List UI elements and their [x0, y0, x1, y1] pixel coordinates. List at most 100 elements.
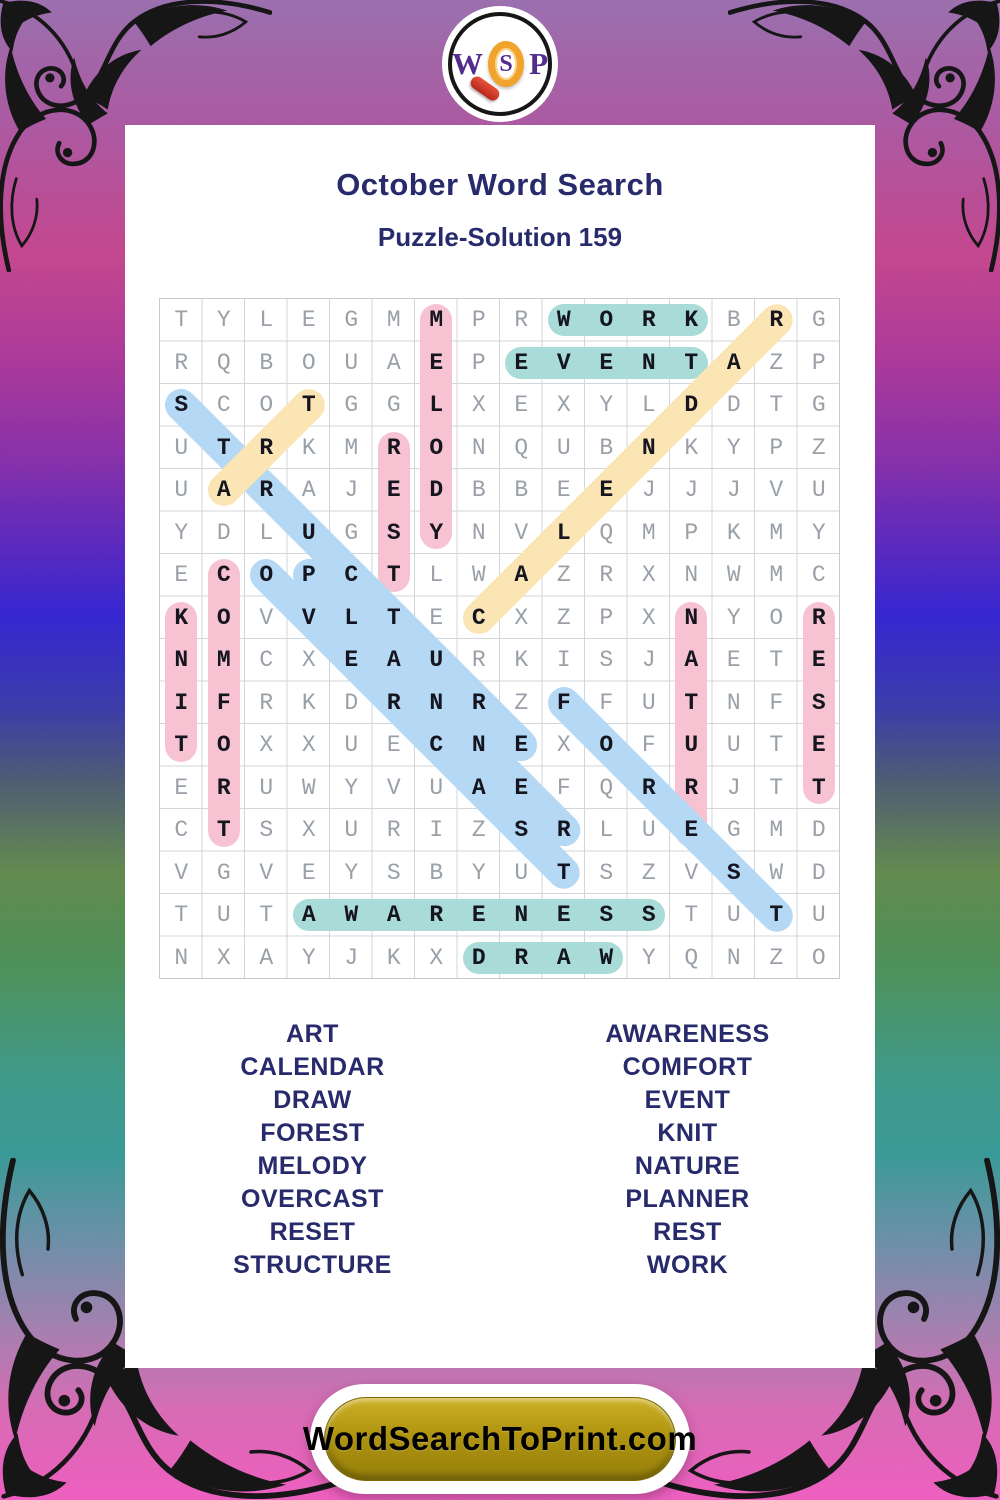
- grid-cell: C: [344, 562, 359, 588]
- grid-cell: X: [471, 392, 486, 418]
- grid-cell: U: [556, 434, 571, 461]
- grid-cell: D: [811, 817, 826, 843]
- grid-cell: E: [174, 562, 189, 588]
- grid-cell: V: [301, 604, 316, 631]
- grid-cell: E: [556, 477, 571, 503]
- grid-cell: G: [344, 307, 359, 333]
- grid-cell: P: [599, 604, 614, 631]
- grid-cell: I: [556, 647, 571, 673]
- grid-cell: Y: [174, 519, 189, 546]
- word-list-item: KNIT: [657, 1119, 718, 1147]
- grid-cell: A: [386, 349, 401, 376]
- grid-cell: N: [684, 604, 699, 631]
- grid-cell: K: [726, 519, 741, 546]
- grid-cell: Y: [216, 307, 231, 333]
- magnifier-icon: S: [468, 41, 525, 104]
- grid-cell: W: [726, 562, 741, 588]
- highlight-pill-knit: [165, 601, 198, 762]
- grid-cell: T: [301, 392, 316, 418]
- grid-cell: O: [769, 604, 784, 631]
- word-list-item: REST: [653, 1218, 722, 1246]
- grid-cell: B: [726, 307, 741, 333]
- grid-cell: A: [471, 774, 486, 801]
- grid-cell: Y: [429, 519, 444, 546]
- wsp-logo: W S P: [442, 6, 558, 122]
- word-list-item: ART: [286, 1020, 339, 1048]
- word-list-column-left: ART CALENDAR DRAW FOREST MELODY OVERCAST RESET…: [125, 1018, 500, 1282]
- grid-cell: X: [514, 604, 529, 631]
- grid-cell: Z: [769, 944, 784, 971]
- grid-cell: M: [769, 562, 784, 588]
- grid-cell: U: [641, 817, 656, 843]
- grid-cell: P: [769, 434, 784, 461]
- word-list-item: MELODY: [257, 1152, 368, 1180]
- grid-cell: U: [811, 477, 826, 503]
- grid-cell: C: [471, 604, 486, 631]
- grid-cell: W: [471, 562, 486, 588]
- site-link-label: WordSearchToPrint.com: [302, 1420, 698, 1457]
- grid-cell: J: [344, 477, 359, 503]
- grid-cell: X: [301, 647, 316, 673]
- grid-cell: V: [556, 349, 571, 376]
- grid-cell: L: [344, 604, 359, 631]
- grid-cell: W: [599, 944, 614, 971]
- grid-cell: U: [301, 519, 316, 546]
- grid-cell: B: [471, 477, 486, 503]
- grid-cell: V: [386, 774, 401, 801]
- grid-cell: R: [429, 902, 444, 928]
- site-link-button[interactable]: WordSearchToPrint.com: [303, 1397, 697, 1481]
- grid-cell: G: [811, 392, 826, 418]
- grid-cell: V: [769, 477, 784, 503]
- grid-cell: N: [641, 434, 656, 461]
- grid-cell: Y: [641, 944, 656, 971]
- grid-cell: D: [726, 392, 741, 418]
- grid-cell: A: [514, 562, 529, 588]
- grid-cell: S: [726, 859, 741, 886]
- page-subtitle: Puzzle-Solution 159: [377, 222, 623, 252]
- grid-cell: A: [684, 647, 699, 673]
- grid-cell: L: [556, 519, 571, 546]
- grid-cell: K: [301, 689, 316, 716]
- grid-cell: W: [769, 859, 784, 886]
- page-title: October Word Search: [336, 167, 664, 202]
- grid-cell: P: [684, 519, 699, 546]
- grid-cell: S: [599, 647, 614, 673]
- grid-cell: Q: [599, 774, 614, 801]
- grid-cell: S: [386, 519, 401, 546]
- grid-cell: T: [386, 604, 401, 631]
- grid-cell: C: [811, 562, 826, 588]
- grid-cell: M: [216, 647, 231, 673]
- grid-cell: E: [514, 392, 529, 418]
- grid-cell: V: [514, 519, 529, 546]
- grid-cell: S: [641, 902, 656, 928]
- grid-cell: E: [429, 604, 444, 631]
- grid-cell: A: [386, 902, 401, 928]
- grid-cell: Y: [726, 604, 741, 631]
- grid-cell: T: [769, 392, 784, 418]
- grid-cell: S: [386, 859, 401, 886]
- grid-cell: R: [386, 434, 401, 461]
- grid-cell: S: [599, 902, 614, 928]
- word-list-item: OVERCAST: [241, 1185, 384, 1213]
- site-link-button-glow: WordSearchToPrint.com: [303, 1384, 697, 1494]
- grid-cell: G: [726, 817, 741, 843]
- grid-cell: O: [259, 562, 274, 588]
- grid-cell: L: [259, 519, 274, 546]
- grid-cell: P: [471, 349, 486, 376]
- grid-cell: U: [344, 732, 359, 758]
- word-list-item: RESET: [269, 1218, 356, 1246]
- grid-cell: U: [429, 647, 444, 673]
- grid-cell: X: [641, 562, 656, 588]
- word-list-item: COMFORT: [622, 1053, 753, 1081]
- grid-cell: T: [769, 732, 784, 758]
- grid-cell: X: [429, 944, 444, 971]
- grid-cell: K: [174, 604, 189, 631]
- grid-cell: G: [344, 392, 359, 418]
- grid-cell: N: [174, 647, 189, 673]
- grid-cell: L: [641, 392, 656, 418]
- grid-cell: E: [471, 902, 486, 928]
- grid-cell: S: [174, 392, 189, 418]
- grid-cell: T: [769, 774, 784, 801]
- grid-cell: R: [259, 434, 274, 461]
